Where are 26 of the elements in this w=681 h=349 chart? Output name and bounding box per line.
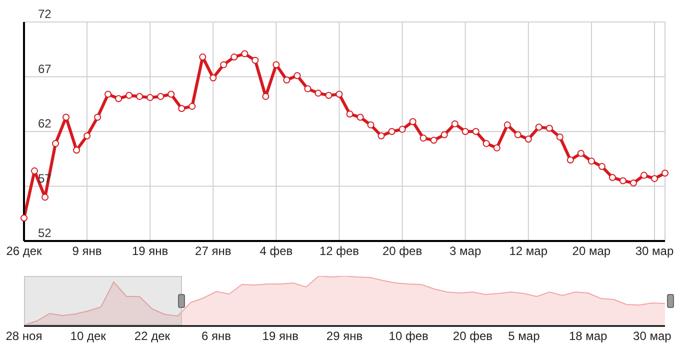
x-tick-label: 20 мар [572, 244, 611, 258]
x-tick-label: 12 фев [319, 244, 360, 258]
x-tick-label: 30 мар [635, 244, 674, 258]
x-tick-label: 20 фев [382, 244, 422, 258]
y-tick-label: 52 [38, 226, 52, 240]
x-tick-label: 18 мар [568, 329, 608, 343]
y-tick-label: 62 [38, 116, 52, 130]
x-tick-label: 10 дек [70, 329, 107, 343]
x-tick-label: 6 янв [202, 329, 232, 343]
x-tick-label: 19 янв [262, 329, 298, 343]
x-tick-label: 27 янв [195, 244, 232, 258]
y-tick-label: 72 [38, 7, 52, 21]
x-tick-label: 19 янв [132, 244, 168, 258]
x-tick-label: 10 фев [388, 329, 428, 343]
x-tick-label: 4 фев [260, 244, 293, 258]
x-tick-label: 30 мар [633, 329, 672, 343]
x-tick-label: 5 мар [508, 329, 540, 343]
x-tick-label: 22 дек [134, 329, 171, 343]
x-tick-label: 12 мар [509, 244, 548, 258]
x-tick-label: 3 мар [450, 244, 482, 258]
y-tick-label: 67 [38, 62, 52, 76]
x-tick-label: 28 ноя [6, 329, 42, 343]
x-tick-label: 20 фев [452, 329, 493, 343]
x-tick-label: 26 дек [6, 244, 43, 258]
x-tick-label: 29 янв [326, 329, 363, 343]
x-tick-label: 9 янв [72, 244, 102, 258]
